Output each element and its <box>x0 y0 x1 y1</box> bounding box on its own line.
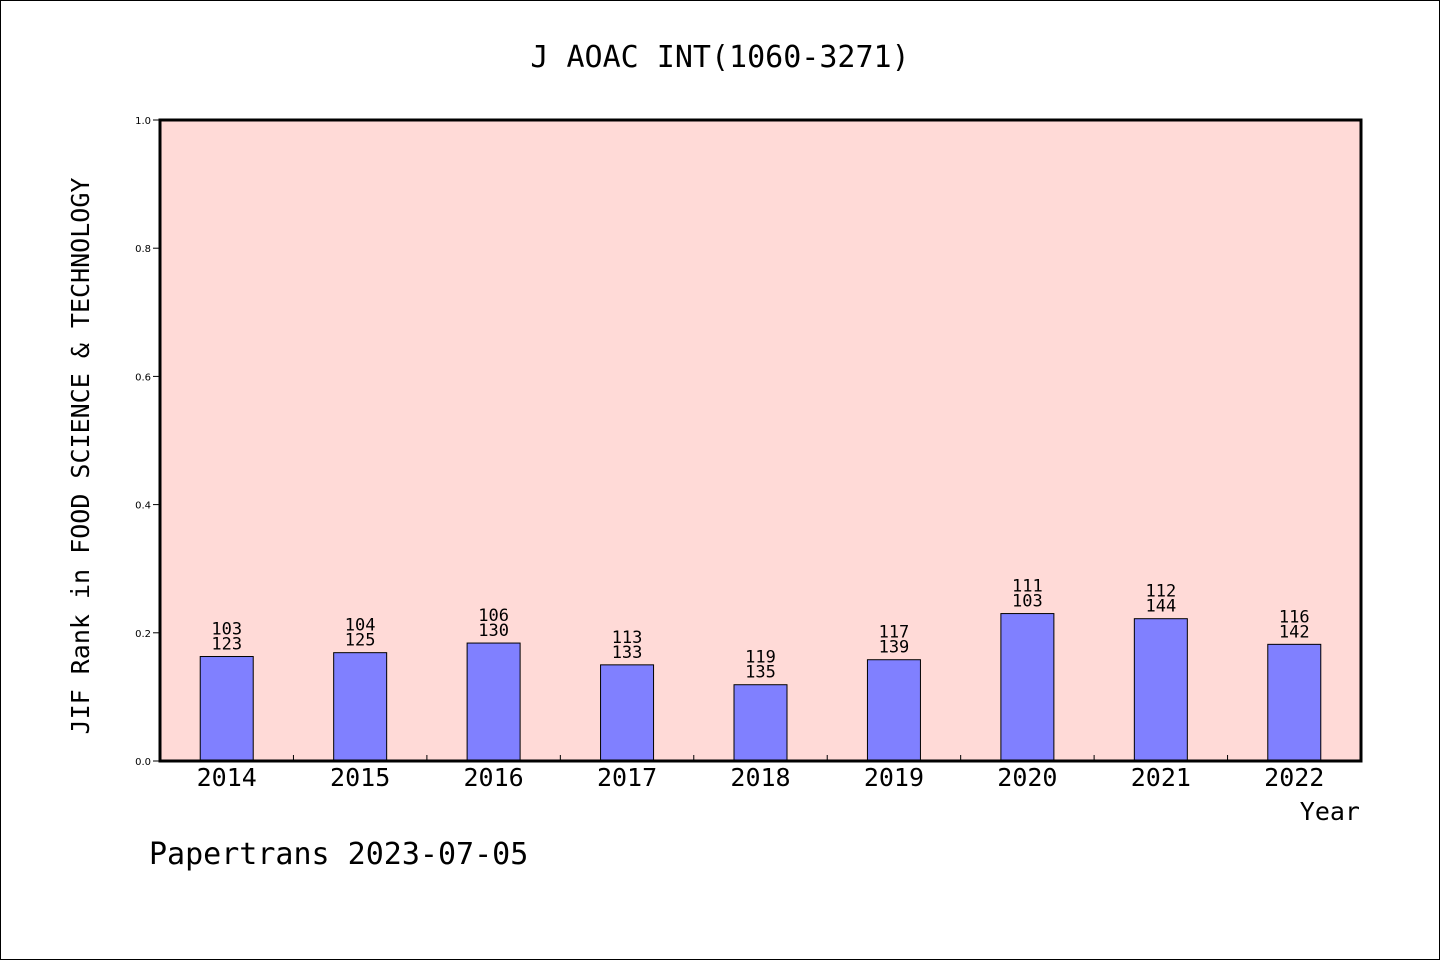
x-tick-label: 2021 <box>1131 763 1191 792</box>
bars-group <box>199 613 1322 762</box>
bar-label-rank: 117 <box>879 623 910 643</box>
x-axis: 2014 2015 2016 2017 2018 2019 2020 2021 2022 <box>197 755 1324 792</box>
bar-label-rank: 113 <box>612 628 643 648</box>
bar-2020 <box>1000 613 1055 762</box>
y-tick-label: 0.6 <box>135 372 151 383</box>
bar-label-total: 123 <box>211 635 242 655</box>
bar-label-total: 139 <box>879 638 910 658</box>
bar-2015 <box>333 652 388 762</box>
y-tick-label: 0.4 <box>135 501 151 512</box>
y-tick-label: 0.2 <box>135 629 151 640</box>
x-axis-label: Year <box>1300 797 1360 826</box>
bar-label-total: 125 <box>345 631 376 651</box>
x-tick-label: 2016 <box>464 763 524 792</box>
x-tick-label: 2019 <box>864 763 924 792</box>
bar-label-rank: 104 <box>345 616 376 636</box>
x-tick-label: 2015 <box>330 763 390 792</box>
bar-2017 <box>600 664 655 762</box>
bar-label-total: 144 <box>1145 597 1176 617</box>
bar-label-total: 135 <box>745 663 776 683</box>
bar-label-rank: 103 <box>211 620 242 640</box>
plot-border <box>158 118 1363 763</box>
y-tick-label: 1.0 <box>135 116 151 127</box>
x-tick-label: 2020 <box>997 763 1057 792</box>
y-tick-label: 0.8 <box>135 244 151 255</box>
bar-2014 <box>199 656 254 762</box>
bar-2022 <box>1267 643 1322 762</box>
bar-label-rank: 116 <box>1279 607 1310 627</box>
chart-title: J AOAC INT(1060-3271) <box>530 40 909 75</box>
x-tick-label: 2017 <box>597 763 657 792</box>
footer-credit: Papertrans 2023-07-05 <box>149 837 528 872</box>
x-tick-label: 2018 <box>730 763 790 792</box>
y-axis: 0.0 0.2 0.4 0.6 0.8 1.0 <box>135 116 160 768</box>
bar-label-rank: 106 <box>478 606 509 626</box>
bar-2018 <box>733 684 788 762</box>
x-tick-label: 2014 <box>197 763 257 792</box>
bar-label-total: 103 <box>1012 592 1043 612</box>
bar-label-total: 133 <box>612 643 643 663</box>
bar-label-rank: 111 <box>1012 577 1043 597</box>
y-tick-label: 0.0 <box>135 757 151 768</box>
bar-2016 <box>466 642 521 762</box>
x-tick-label: 2022 <box>1264 763 1324 792</box>
bar-label-rank: 119 <box>745 648 776 668</box>
bar-2021 <box>1133 618 1188 762</box>
bar-2019 <box>866 659 921 762</box>
bar-label-total: 142 <box>1279 622 1310 642</box>
bar-label-total: 130 <box>478 621 509 641</box>
y-axis-label: JIF Rank in FOOD SCIENCE & TECHNOLOGY <box>66 178 95 735</box>
bar-label-rank: 112 <box>1145 582 1176 602</box>
